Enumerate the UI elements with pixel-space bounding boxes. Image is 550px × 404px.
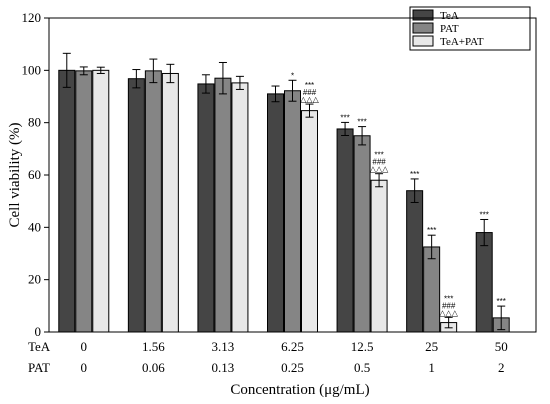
significance-label: ***: [357, 118, 366, 127]
x-tick-label: 6.25: [281, 339, 304, 354]
x-tick-label: 1.56: [142, 339, 165, 354]
bar-pat: [423, 246, 441, 333]
bar-tea-pat: [370, 179, 388, 333]
bar-tea: [267, 93, 284, 333]
significance-label: ###: [303, 88, 317, 97]
y-tick-label: 100: [22, 62, 42, 77]
x-tick-label: 25: [425, 339, 438, 354]
y-tick-label: 120: [22, 10, 42, 25]
y-axis: 0 20 40 60 80 100 120: [22, 10, 49, 339]
legend-swatch: [412, 22, 434, 34]
bar-tea: [406, 190, 424, 333]
x-tick-label: 0.25: [281, 360, 304, 375]
y-tick-label: 80: [28, 115, 41, 130]
x-tick-label: 50: [495, 339, 508, 354]
significance-label: ***: [305, 81, 314, 90]
significance-label: ***: [427, 226, 436, 235]
bar-tea-pat: [92, 69, 110, 333]
x-tick-label: 12.5: [351, 339, 374, 354]
y-axis-title: Cell viability (%): [7, 123, 23, 228]
bar-pat: [214, 77, 232, 333]
x-axis-title: Concentration (μg/mL): [230, 382, 369, 398]
x-tick-label: 0.06: [142, 360, 165, 375]
x-row-label: PAT: [28, 360, 50, 375]
bar-tea: [127, 78, 145, 333]
legend-swatch: [412, 35, 434, 47]
bar-tea-pat: [301, 110, 318, 333]
x-tick-label: 1: [428, 360, 435, 375]
legend-label: PAT: [440, 23, 459, 35]
significance-label: ***: [410, 170, 419, 179]
y-tick-label: 0: [35, 324, 42, 339]
x-axis-labels: TeA PAT 0 1.56 3.13 6.25 12.5 25 50 0 0.06 0.13 0.25…: [28, 339, 508, 375]
bar-tea: [336, 128, 354, 333]
significance-label: ***: [444, 294, 453, 303]
significance-label: ###: [372, 158, 386, 167]
bar-pat: [284, 90, 301, 333]
significance-label: △△△: [300, 95, 319, 104]
x-tick-label: 0: [81, 339, 88, 354]
y-tick-label: 20: [28, 272, 41, 287]
x-tick-label: 2: [498, 360, 505, 375]
bar-pat: [353, 135, 371, 333]
y-tick-label: 40: [28, 219, 41, 234]
legend-swatch: [412, 9, 434, 21]
x-tick-label: 0: [81, 360, 88, 375]
legend-label: TeA: [440, 10, 459, 22]
y-tick-label: 60: [28, 167, 41, 182]
x-row-label: TeA: [28, 339, 51, 354]
x-tick-label: 0.5: [354, 360, 370, 375]
bar-pat: [144, 70, 162, 333]
significance-label: ***: [374, 151, 383, 160]
bar-pat: [75, 70, 93, 333]
significance-label: △△△: [439, 308, 458, 317]
significance-label: ***: [340, 113, 349, 122]
plot-frame: [48, 17, 537, 333]
bar-tea: [197, 83, 215, 333]
bar-group: [58, 52, 510, 333]
bar-tea: [58, 69, 76, 333]
significance-label: ***: [480, 210, 489, 219]
significance-label: △△△: [370, 165, 389, 174]
legend-label: TeA+PAT: [440, 36, 484, 48]
x-tick-label: 3.13: [212, 339, 235, 354]
significance-label: ***: [497, 297, 506, 306]
significance-label: *: [291, 71, 294, 80]
bar-tea: [475, 232, 493, 333]
significance-annotations: **********************###△△△***###△△△***…: [291, 71, 506, 317]
x-tick-label: 0.13: [212, 360, 235, 375]
bar-tea-pat: [231, 82, 249, 333]
bar-tea-pat: [161, 72, 179, 333]
significance-label: ###: [442, 301, 456, 310]
